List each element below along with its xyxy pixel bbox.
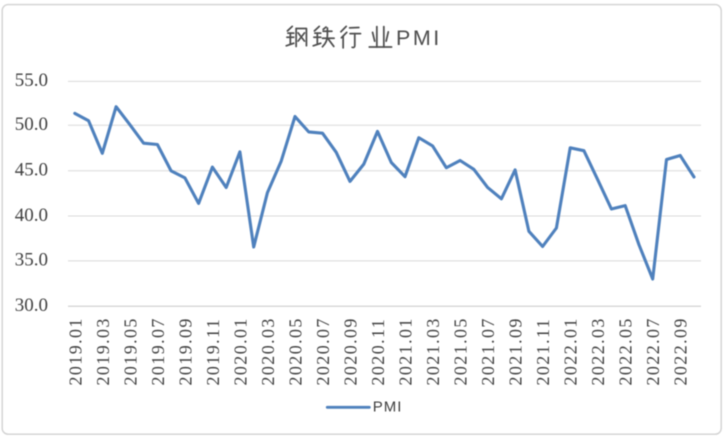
svg-text:45.0: 45.0 [15,160,48,181]
svg-text:2020.09: 2020.09 [341,317,361,385]
svg-text:2022.07: 2022.07 [643,317,663,385]
svg-text:2020.11: 2020.11 [368,318,388,386]
svg-text:2021.09: 2021.09 [506,317,526,385]
svg-text:2020.05: 2020.05 [286,317,306,385]
svg-text:PMI: PMI [396,26,442,50]
svg-text:2019.03: 2019.03 [93,317,113,385]
svg-text:2022.09: 2022.09 [671,317,691,385]
svg-text:50.0: 50.0 [15,114,48,135]
svg-text:40.0: 40.0 [15,205,48,226]
svg-text:2019.05: 2019.05 [120,317,140,385]
svg-text:2022.05: 2022.05 [616,317,636,385]
svg-text:PMI: PMI [373,399,403,416]
svg-text:2022.01: 2022.01 [561,317,581,385]
svg-text:30.0: 30.0 [15,295,48,316]
svg-text:55.0: 55.0 [15,70,48,91]
svg-text:2021.03: 2021.03 [423,317,443,385]
svg-text:2022.03: 2022.03 [588,317,608,385]
svg-text:2021.01: 2021.01 [396,317,416,385]
svg-text:2019.07: 2019.07 [148,317,168,385]
svg-text:2019.01: 2019.01 [65,317,85,385]
svg-text:2020.07: 2020.07 [313,317,333,385]
svg-text:2019.11: 2019.11 [203,318,223,386]
svg-text:2021.07: 2021.07 [478,317,498,385]
svg-text:35.0: 35.0 [15,250,48,271]
svg-text:2021.05: 2021.05 [451,317,471,385]
svg-text:2019.09: 2019.09 [175,317,195,385]
svg-text:2020.03: 2020.03 [258,317,278,385]
svg-text:2021.11: 2021.11 [533,318,553,386]
svg-text:2020.01: 2020.01 [230,317,250,385]
